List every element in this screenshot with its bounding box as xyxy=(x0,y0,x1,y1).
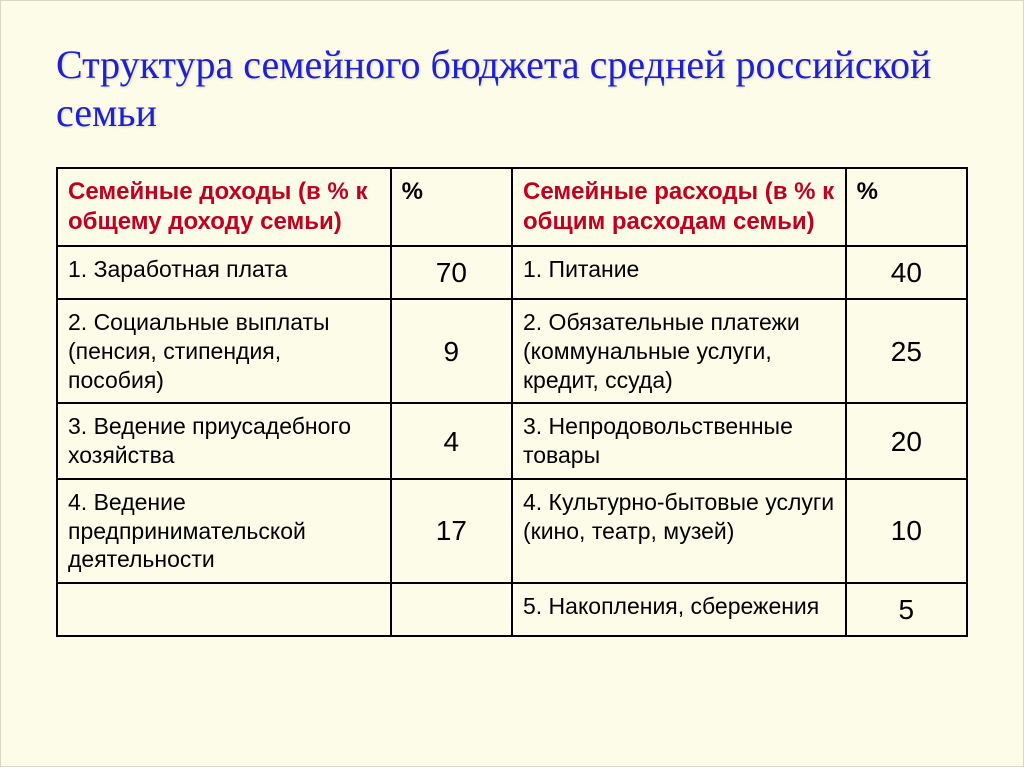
table-header-row: Семейные доходы (в % к общему доходу сем… xyxy=(57,168,967,246)
expense-value: 10 xyxy=(846,479,967,583)
expense-label: 2. Обязательные платежи (коммунальные ус… xyxy=(512,299,846,403)
income-label: 4. Ведение предпринимательской деятельно… xyxy=(57,479,391,583)
income-header: Семейные доходы (в % к общему доходу сем… xyxy=(57,168,391,246)
table-row: 3. Ведение приусадебного хозяйства 4 3. … xyxy=(57,403,967,479)
income-value xyxy=(391,583,512,636)
income-pct-header: % xyxy=(391,168,512,246)
expense-label: 5. Накопления, сбережения xyxy=(512,583,846,636)
expense-pct-header: % xyxy=(846,168,967,246)
income-label xyxy=(57,583,391,636)
income-label: 2. Социальные выплаты (пенсия, стипендия… xyxy=(57,299,391,403)
expense-value: 5 xyxy=(846,583,967,636)
expense-value: 20 xyxy=(846,403,967,479)
table-row: 5. Накопления, сбережения 5 xyxy=(57,583,967,636)
table-row: 4. Ведение предпринимательской деятельно… xyxy=(57,479,967,583)
expense-value: 40 xyxy=(846,246,967,299)
expense-header: Семейные расходы (в % к общим расходам с… xyxy=(512,168,846,246)
table-row: 1. Заработная плата 70 1. Питание 40 xyxy=(57,246,967,299)
page-title: Структура семейного бюджета средней росс… xyxy=(56,41,968,137)
income-label: 1. Заработная плата xyxy=(57,246,391,299)
income-label: 3. Ведение приусадебного хозяйства xyxy=(57,403,391,479)
income-value: 9 xyxy=(391,299,512,403)
income-value: 70 xyxy=(391,246,512,299)
expense-label: 3. Непродовольственные товары xyxy=(512,403,846,479)
expense-value: 25 xyxy=(846,299,967,403)
income-value: 4 xyxy=(391,403,512,479)
budget-table: Семейные доходы (в % к общему доходу сем… xyxy=(56,167,968,637)
expense-label: 4. Культурно-бытовые услуги (кино, театр… xyxy=(512,479,846,583)
income-value: 17 xyxy=(391,479,512,583)
table-row: 2. Социальные выплаты (пенсия, стипендия… xyxy=(57,299,967,403)
expense-label: 1. Питание xyxy=(512,246,846,299)
